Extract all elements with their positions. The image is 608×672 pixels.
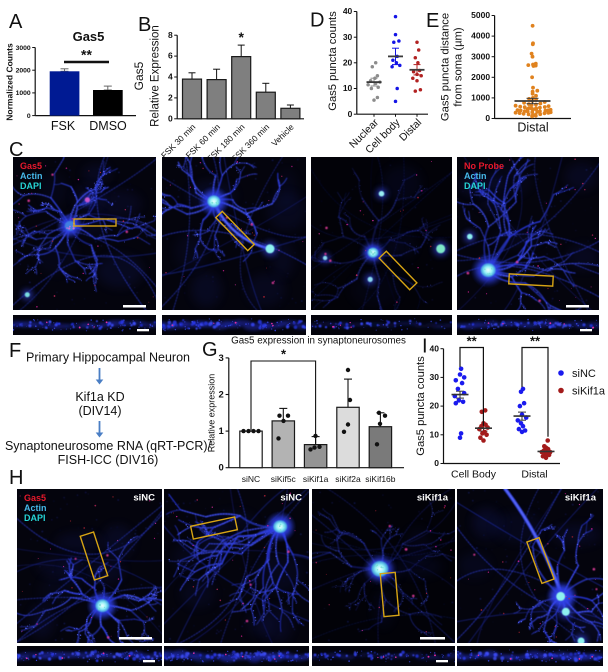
svg-text:1000: 1000 [16,90,31,97]
svg-text:Relative Expression: Relative Expression [150,25,162,127]
svg-text:siNC: siNC [242,474,260,484]
svg-text:FSK: FSK [51,119,76,133]
svg-text:0: 0 [219,463,224,474]
svg-text:5000: 5000 [471,10,490,20]
svg-text:*: * [238,29,244,45]
svg-text:Cell Body: Cell Body [451,469,497,481]
svg-text:H: H [9,467,23,489]
svg-text:Gas5: Gas5 [20,161,42,171]
svg-text:C: C [9,139,23,161]
svg-text:DAPI: DAPI [24,513,46,523]
svg-text:DAPI: DAPI [20,181,42,191]
svg-text:Normalized Counts: Normalized Counts [5,43,15,121]
svg-text:20: 20 [343,57,353,67]
svg-text:*: * [281,347,287,362]
svg-text:40: 40 [430,343,440,353]
svg-text:siKif1a: siKif1a [572,386,606,398]
svg-text:siKif1a: siKif1a [565,493,597,504]
svg-text:4000: 4000 [471,31,490,41]
svg-text:Gas5 puncta counts: Gas5 puncta counts [415,356,427,456]
svg-text:3: 3 [219,353,224,364]
svg-text:siKif1a: siKif1a [303,474,329,484]
svg-text:from soma (µm): from soma (µm) [453,27,465,106]
svg-text:0: 0 [434,458,439,468]
svg-text:2000: 2000 [16,68,31,75]
svg-text:3000: 3000 [16,45,31,52]
svg-text:Vehicle: Vehicle [269,122,296,149]
svg-text:30: 30 [343,32,353,42]
svg-text:Kif1a KD: Kif1a KD [75,390,124,404]
svg-text:40: 40 [343,6,353,16]
svg-text:Distal: Distal [397,117,424,144]
svg-text:D: D [310,10,324,32]
svg-text:3000: 3000 [471,51,490,61]
svg-text:0: 0 [348,109,353,119]
svg-text:siKif1a: siKif1a [417,493,449,504]
svg-text:Gas5 expression in synaptoneur: Gas5 expression in synaptoneurosomes [231,336,406,347]
svg-text:DMSO: DMSO [89,119,127,133]
svg-text:Primary Hippocampal Neuron: Primary Hippocampal Neuron [26,351,190,365]
svg-text:2000: 2000 [471,72,490,82]
svg-text:(DIV14): (DIV14) [78,404,121,418]
svg-text:Actin: Actin [464,171,487,181]
svg-text:Relative expression: Relative expression [207,374,217,453]
svg-text:F: F [9,340,21,362]
svg-text:siKif5c: siKif5c [271,474,297,484]
svg-text:siNC: siNC [281,493,303,504]
svg-text:B: B [138,14,151,36]
svg-text:Distal: Distal [517,121,548,135]
svg-text:DAPI: DAPI [464,181,486,191]
svg-text:1: 1 [219,426,225,437]
svg-text:G: G [202,339,218,361]
svg-text:6: 6 [168,51,173,61]
svg-text:4: 4 [168,72,173,82]
svg-text:Gas5: Gas5 [132,61,146,90]
svg-text:Gas5: Gas5 [73,29,105,44]
svg-text:2: 2 [168,93,173,103]
svg-text:10: 10 [343,83,353,93]
svg-text:Gas5: Gas5 [24,493,46,503]
svg-text:0: 0 [485,113,490,123]
svg-text:siKif2a: siKif2a [335,474,361,484]
svg-text:10: 10 [430,429,440,439]
svg-text:30: 30 [430,372,440,382]
svg-text:8: 8 [168,30,173,40]
svg-text:I: I [422,336,428,358]
svg-text:siKif16b: siKif16b [365,474,396,484]
svg-text:0: 0 [27,113,31,120]
svg-text:A: A [9,11,23,33]
svg-text:E: E [426,10,439,32]
svg-text:Gas5 puncta counts: Gas5 puncta counts [327,11,339,111]
svg-text:FISH-ICC (DIV16): FISH-ICC (DIV16) [58,453,159,467]
svg-text:Synaptoneurosome RNA (qRT-PCR): Synaptoneurosome RNA (qRT-PCR)/ [5,439,212,453]
svg-text:20: 20 [430,401,440,411]
svg-text:siNC: siNC [133,493,155,504]
svg-text:1000: 1000 [471,93,490,103]
svg-text:Distal: Distal [521,469,547,481]
svg-text:2: 2 [219,390,224,401]
svg-text:Actin: Actin [20,171,43,181]
svg-text:0: 0 [168,113,173,123]
svg-text:No Probe: No Probe [464,161,504,171]
svg-text:**: ** [81,47,92,63]
svg-text:siNC: siNC [572,368,596,380]
svg-text:Actin: Actin [24,503,47,513]
svg-text:**: ** [530,334,541,349]
svg-text:**: ** [467,334,478,349]
svg-text:Gas5 puncta distance: Gas5 puncta distance [440,13,452,121]
